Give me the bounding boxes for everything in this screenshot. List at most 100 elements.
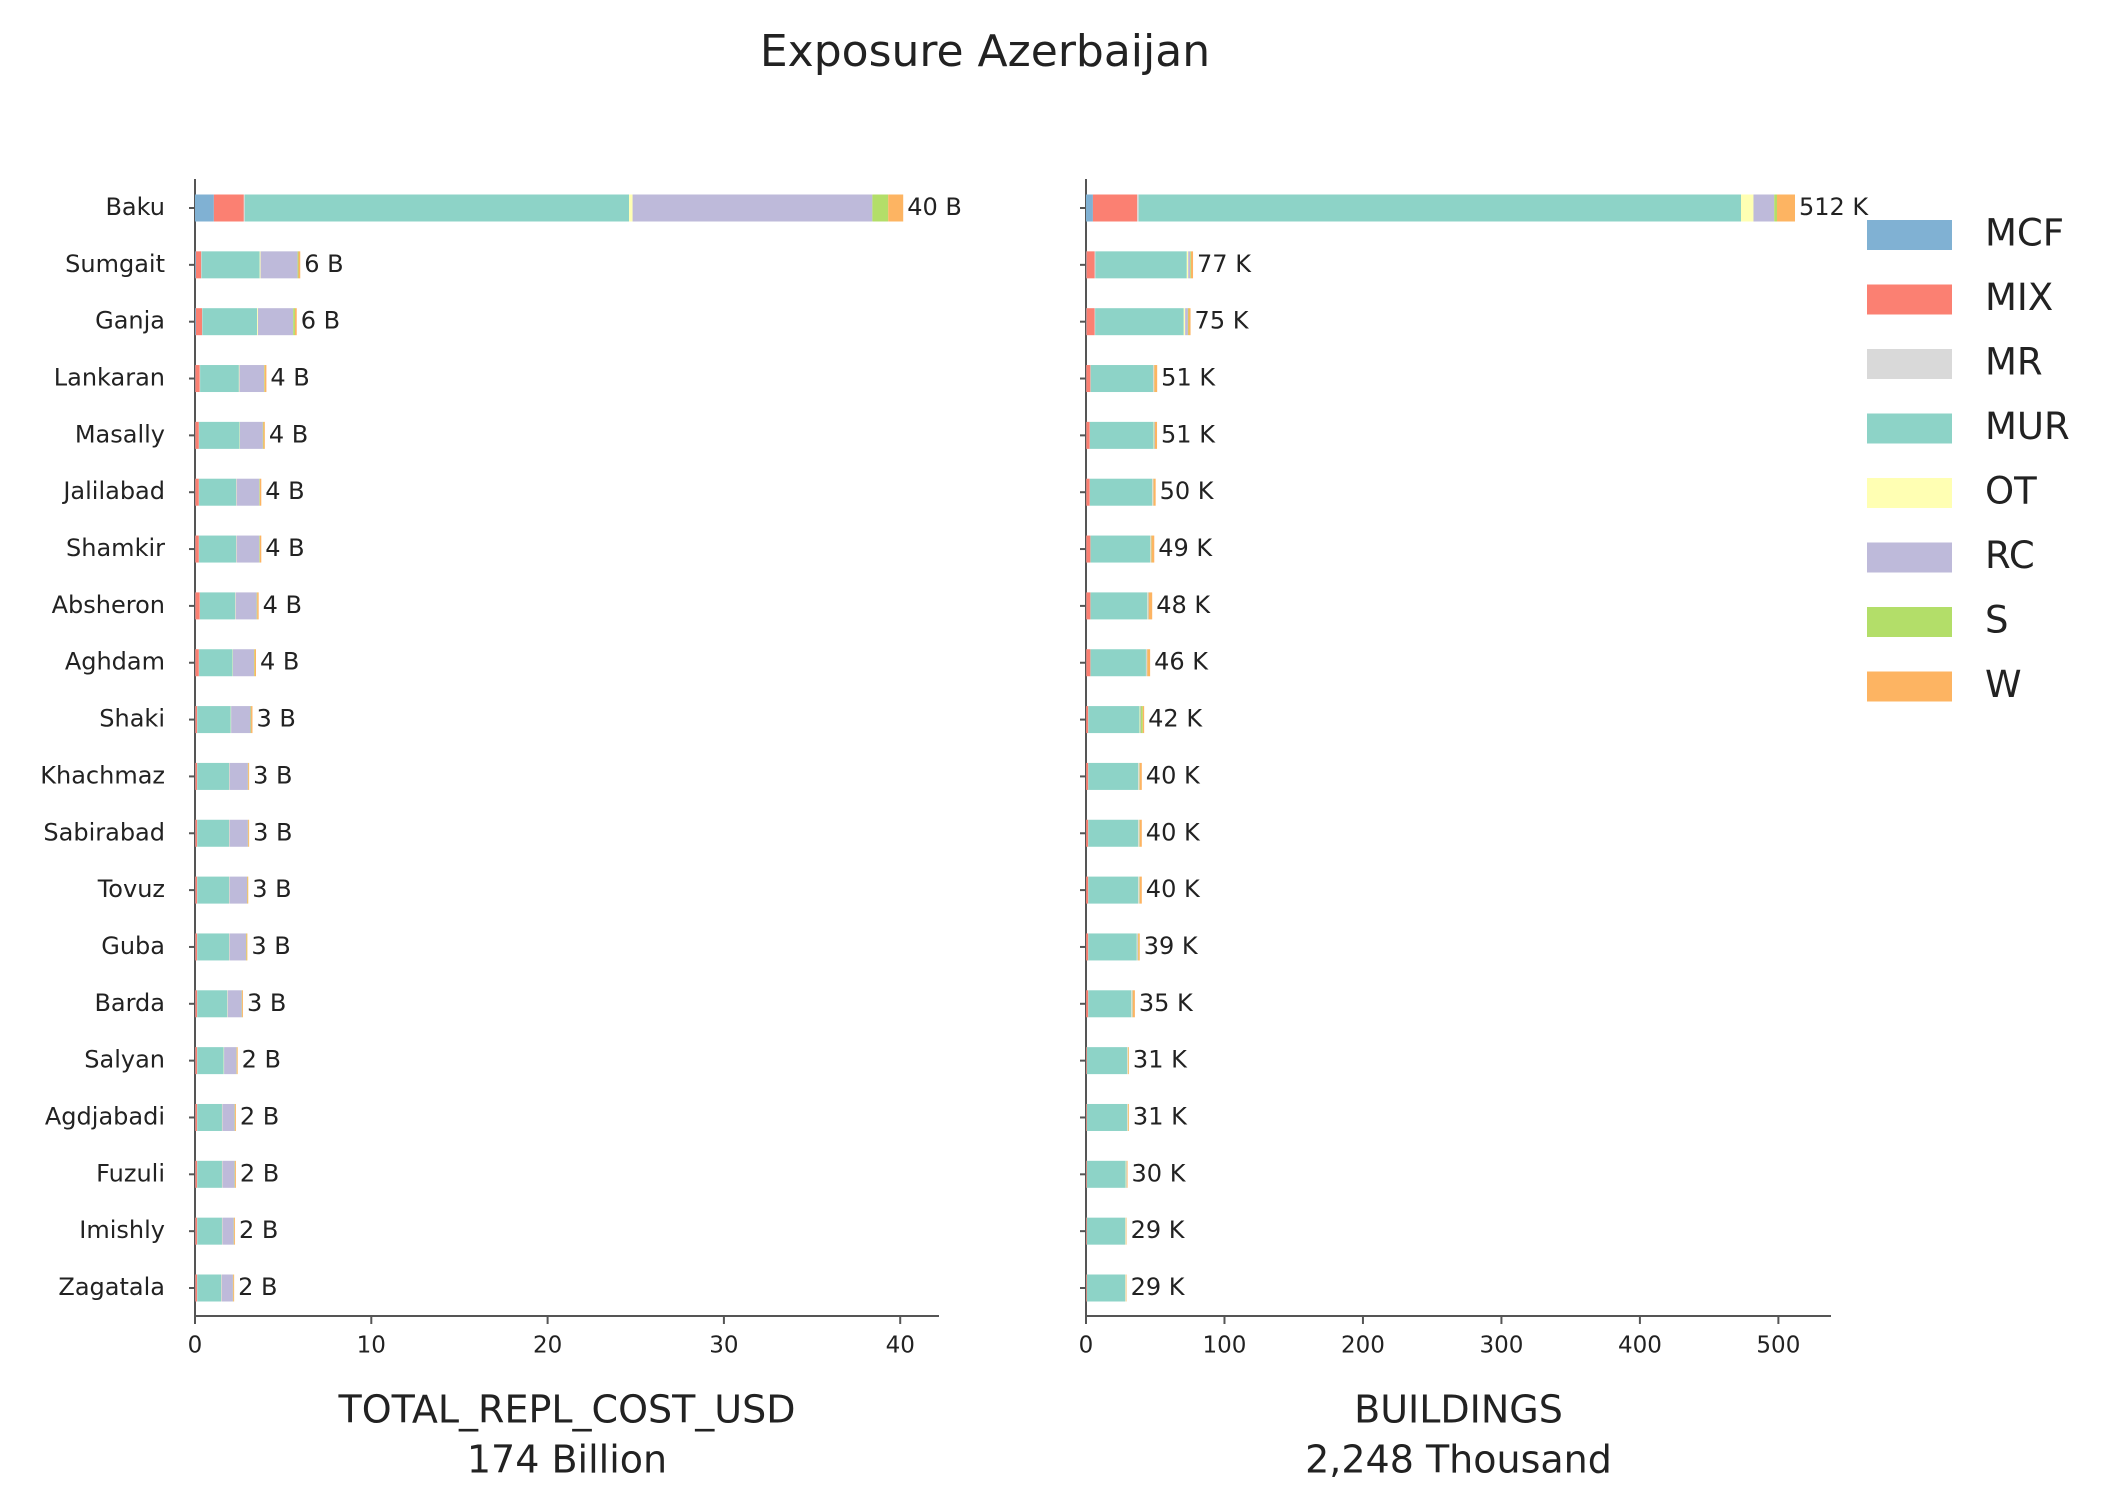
bar-segment — [229, 819, 248, 847]
total-label: 46 K — [1154, 648, 1209, 676]
chart-title: Exposure Azerbaijan — [760, 26, 1210, 77]
bar-segment — [195, 478, 199, 506]
bar-segment — [1137, 194, 1139, 222]
bar-segment — [257, 308, 294, 336]
total-label: 3 B — [253, 761, 292, 789]
bar-segment — [236, 535, 260, 563]
total-label: 2 B — [240, 1159, 279, 1187]
bar-segment — [872, 194, 889, 222]
bar-segment — [199, 592, 236, 620]
total-label: 4 B — [260, 648, 299, 676]
bar-segment — [1086, 1047, 1128, 1075]
bar-segment — [200, 365, 239, 393]
legend-label: W — [1985, 663, 2022, 706]
bar-segment — [1183, 308, 1186, 336]
bar-segment — [1086, 1103, 1128, 1131]
bar-segment — [235, 592, 257, 620]
bar-segment — [632, 194, 873, 222]
bar-segment — [1086, 933, 1089, 961]
bar-segment — [250, 706, 252, 734]
bar-segment — [202, 308, 258, 336]
bar-segment — [1088, 990, 1132, 1018]
bar-segment — [1188, 308, 1191, 336]
bar-segment — [1126, 1160, 1128, 1188]
y-tick-label: Sabirabad — [43, 818, 165, 846]
bar-segment — [1139, 819, 1142, 847]
bar-segment — [246, 933, 248, 961]
bar-segment — [195, 251, 202, 279]
bar-segment — [195, 308, 203, 336]
bar-segment — [251, 706, 253, 734]
bar-segment — [294, 308, 297, 336]
total-label: 48 K — [1156, 591, 1211, 619]
legend-label: MUR — [1985, 405, 2070, 448]
bar-segment — [195, 365, 200, 393]
total-label: 29 K — [1131, 1216, 1186, 1244]
bar-segment — [195, 421, 199, 449]
bar-segment — [1740, 194, 1754, 222]
total-label: 75 K — [1195, 307, 1250, 335]
bar-segment — [1094, 251, 1096, 279]
total-label: 512 K — [1799, 193, 1869, 221]
bar-segment — [259, 251, 261, 279]
x-tick-label: 40 — [886, 1333, 915, 1359]
y-tick-label: Shamkir — [66, 534, 165, 562]
bar-segment — [235, 1103, 236, 1131]
total-label: 49 K — [1158, 534, 1213, 562]
bar-segment — [195, 1103, 198, 1131]
bar-segment — [1086, 819, 1089, 847]
bar-segment — [1154, 421, 1158, 449]
bar-segment — [1139, 762, 1142, 790]
bar-segment — [1086, 1274, 1126, 1302]
bar-segment — [1148, 592, 1153, 620]
bar-segment — [197, 1274, 222, 1302]
y-tick-label: Zagatala — [58, 1273, 165, 1301]
total-label: 51 K — [1161, 364, 1216, 392]
x-tick-label: 30 — [709, 1333, 738, 1359]
bar-segment — [238, 365, 240, 393]
total-label: 6 B — [301, 307, 340, 335]
bar-segment — [1190, 251, 1191, 279]
bar-segment — [234, 1217, 236, 1245]
legend-label: MR — [1985, 341, 2043, 384]
bar-segment — [243, 194, 245, 222]
bar-segment — [254, 649, 257, 677]
bar-segment — [195, 706, 198, 734]
bar-segment — [229, 876, 248, 904]
bar-segment — [1138, 194, 1741, 222]
bar-segment — [197, 1103, 222, 1131]
bar-segment — [1138, 933, 1140, 961]
bar-segment — [1187, 308, 1189, 336]
y-tick-label: Masally — [75, 420, 165, 448]
x-axis-label: BUILDINGS — [1354, 1388, 1563, 1432]
legend-label: MCF — [1985, 212, 2064, 255]
bar-segment — [235, 1160, 236, 1188]
legend-swatch — [1867, 607, 1952, 637]
legend-swatch — [1867, 284, 1952, 315]
bar-segment — [298, 251, 301, 279]
legend-label: RC — [1985, 534, 2035, 577]
bar-segment — [263, 421, 265, 449]
bar-segment — [1086, 1103, 1087, 1131]
bar-segment — [239, 421, 263, 449]
total-label: 40 B — [907, 193, 962, 221]
total-label: 4 B — [265, 534, 304, 562]
y-tick-label: Imishly — [79, 1216, 165, 1244]
x-tick-label: 100 — [1203, 1333, 1247, 1359]
y-tick-label: Guba — [101, 932, 165, 960]
x-axis-note: 174 Billion — [467, 1438, 667, 1482]
y-tick-label: Fuzuli — [96, 1159, 165, 1187]
x-tick-label: 500 — [1756, 1333, 1800, 1359]
bar-segment — [197, 933, 230, 961]
bar-segment — [199, 421, 240, 449]
total-label: 4 B — [269, 420, 308, 448]
total-label: 77 K — [1197, 250, 1252, 278]
bar-segment — [232, 649, 255, 677]
bar-segment — [195, 819, 198, 847]
y-tick-label: Absheron — [52, 591, 165, 619]
bar-segment — [259, 478, 260, 506]
total-label: 40 K — [1146, 875, 1201, 903]
bar-segment — [1086, 478, 1090, 506]
bar-segment — [1086, 365, 1091, 393]
bar-segment — [224, 1047, 237, 1075]
